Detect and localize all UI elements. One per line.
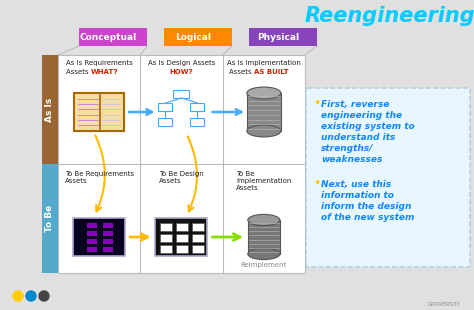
Bar	[248, 220, 280, 254]
Bar	[103, 223, 113, 228]
Bar	[103, 247, 113, 252]
Bar	[173, 90, 190, 98]
Text: To Be
Implementation
Assets: To Be Implementation Assets	[236, 171, 292, 191]
Bar	[42, 164, 58, 273]
Bar	[73, 218, 125, 256]
Bar	[87, 231, 97, 236]
Bar	[158, 103, 173, 111]
Bar	[192, 245, 204, 253]
Ellipse shape	[247, 87, 281, 99]
Text: Logical: Logical	[175, 33, 211, 42]
Text: HOW?: HOW?	[170, 69, 193, 75]
Bar	[155, 218, 208, 256]
Ellipse shape	[248, 248, 280, 259]
Bar	[176, 223, 189, 231]
Bar	[176, 234, 189, 242]
Text: As Is: As Is	[46, 97, 55, 122]
Circle shape	[39, 291, 49, 301]
Bar	[176, 245, 189, 253]
Text: Next, use this
information to
inform the design
of the new system: Next, use this information to inform the…	[321, 180, 414, 222]
Bar	[158, 118, 173, 126]
Text: To Be: To Be	[46, 205, 55, 232]
Bar	[161, 223, 173, 231]
Text: Reengineering: Reengineering	[305, 6, 474, 26]
Text: To Be Design
Assets: To Be Design Assets	[159, 171, 204, 184]
Bar	[87, 247, 97, 252]
Text: Conceptual: Conceptual	[79, 33, 137, 42]
Text: First, reverse
engineering the
existing system to
understand its
strengths/
weak: First, reverse engineering the existing …	[321, 100, 415, 165]
Bar	[103, 239, 113, 244]
Bar	[74, 93, 124, 131]
Ellipse shape	[248, 215, 280, 226]
Bar	[164, 28, 232, 46]
Bar	[192, 234, 204, 242]
Bar	[191, 118, 204, 126]
Text: To Be Requirements
Assets: To Be Requirements Assets	[64, 171, 134, 184]
Text: As Is Requirements: As Is Requirements	[66, 60, 133, 66]
Text: As Is Implementation: As Is Implementation	[227, 60, 301, 66]
Bar	[191, 103, 204, 111]
Text: •: •	[313, 176, 320, 189]
Bar	[161, 245, 173, 253]
Text: •: •	[313, 96, 320, 109]
Text: Reimplement: Reimplement	[241, 262, 287, 268]
Text: AS BUILT: AS BUILT	[254, 69, 288, 75]
Bar	[79, 28, 147, 46]
Bar	[87, 239, 97, 244]
Bar	[103, 231, 113, 236]
Text: WHAT?: WHAT?	[91, 69, 118, 75]
Bar	[192, 223, 204, 231]
Circle shape	[13, 291, 23, 301]
Ellipse shape	[247, 125, 281, 137]
Text: Physical: Physical	[257, 33, 299, 42]
FancyBboxPatch shape	[306, 88, 470, 267]
Bar	[161, 234, 173, 242]
Bar	[249, 28, 317, 46]
Bar	[58, 55, 305, 273]
Bar	[87, 223, 97, 228]
Text: As Is Design Assets: As Is Design Assets	[148, 60, 215, 66]
Text: DATAVERSITY: DATAVERSITY	[427, 302, 460, 307]
Circle shape	[26, 291, 36, 301]
Bar	[247, 93, 281, 131]
Text: Assets: Assets	[66, 69, 91, 75]
Bar	[42, 55, 58, 164]
Text: Assets: Assets	[229, 69, 254, 75]
